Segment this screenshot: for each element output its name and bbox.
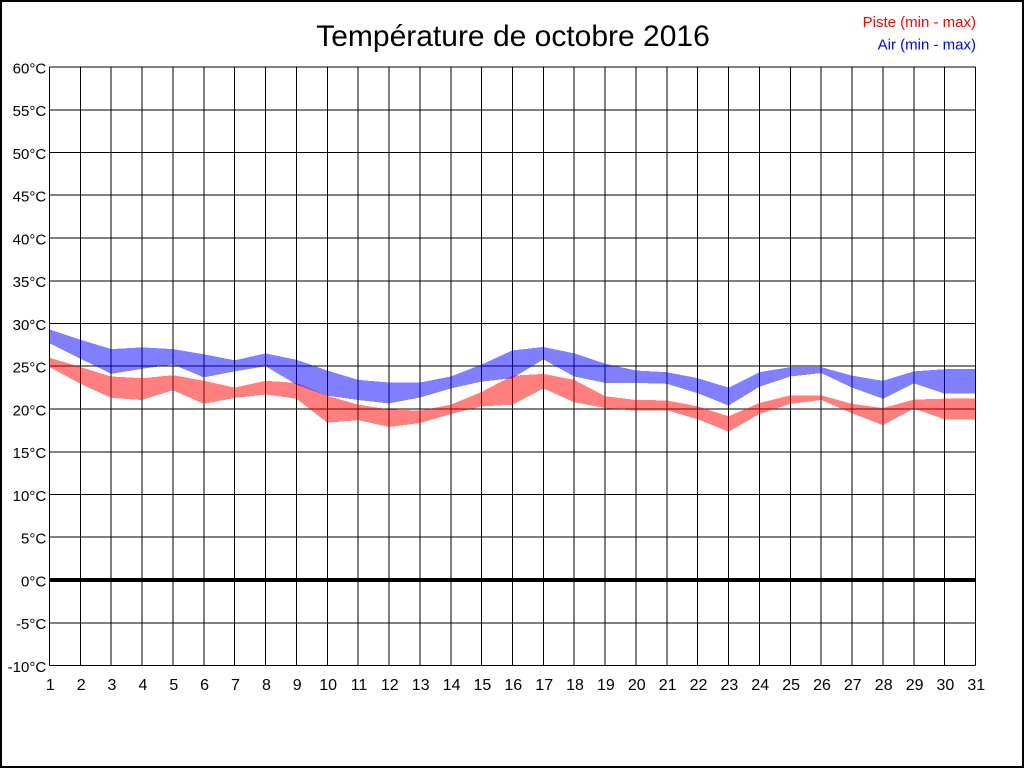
svg-text:18: 18 [566,677,584,694]
svg-text:10°C: 10°C [13,488,47,505]
svg-text:27: 27 [844,677,862,694]
svg-text:2: 2 [77,677,86,694]
svg-text:9: 9 [293,677,302,694]
svg-text:1: 1 [46,677,55,694]
svg-text:25°C: 25°C [13,360,47,377]
svg-text:Piste (min - max): Piste (min - max) [863,14,976,31]
svg-text:21: 21 [659,677,677,694]
svg-text:5: 5 [169,677,178,694]
svg-text:11: 11 [351,677,368,694]
svg-text:26: 26 [813,677,831,694]
svg-text:10: 10 [319,677,337,694]
svg-text:3: 3 [108,677,117,694]
svg-text:19: 19 [597,677,615,694]
svg-text:30°C: 30°C [13,317,47,334]
svg-text:14: 14 [443,677,461,694]
svg-text:22: 22 [690,677,708,694]
svg-text:30: 30 [937,677,955,694]
svg-text:28: 28 [875,677,893,694]
svg-text:15: 15 [474,677,492,694]
svg-text:5°C: 5°C [21,531,46,548]
svg-text:13: 13 [412,677,430,694]
svg-text:29: 29 [906,677,924,694]
svg-text:-5°C: -5°C [16,616,46,633]
svg-text:0°C: 0°C [21,573,46,590]
svg-text:Air (min - max): Air (min - max) [878,37,976,54]
svg-text:6: 6 [200,677,209,694]
svg-text:35°C: 35°C [13,274,47,291]
svg-text:16: 16 [504,677,522,694]
svg-text:7: 7 [231,677,240,694]
svg-text:-10°C: -10°C [8,659,47,676]
svg-text:40°C: 40°C [13,231,47,248]
svg-text:31: 31 [967,677,985,694]
svg-text:60°C: 60°C [13,60,47,77]
svg-text:17: 17 [535,677,553,694]
svg-text:24: 24 [751,677,769,694]
svg-text:55°C: 55°C [13,103,47,120]
svg-text:50°C: 50°C [13,146,47,163]
svg-text:15°C: 15°C [13,445,47,462]
svg-text:8: 8 [262,677,271,694]
svg-text:20°C: 20°C [13,402,47,419]
svg-text:12: 12 [381,677,399,694]
svg-text:25: 25 [782,677,800,694]
svg-text:20: 20 [628,677,646,694]
svg-text:45°C: 45°C [13,189,47,206]
svg-text:4: 4 [138,677,147,694]
svg-text:Température de octobre 2016: Température de octobre 2016 [316,20,710,53]
svg-text:23: 23 [721,677,739,694]
